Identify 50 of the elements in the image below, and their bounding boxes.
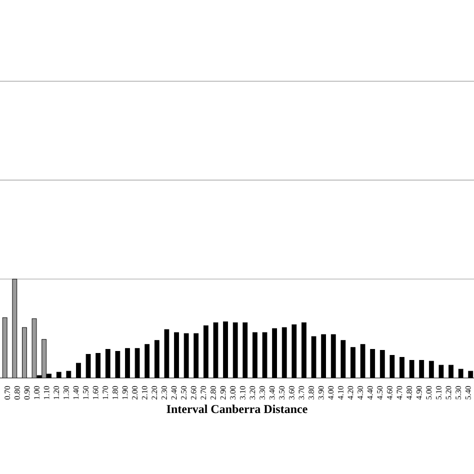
x-tick-label: 2.60	[190, 386, 196, 400]
x-tick-label: 2.00	[132, 386, 138, 400]
x-tick-label: 3.70	[298, 386, 304, 400]
x-tick-label: 5.40	[465, 386, 471, 400]
x-tick-label: 1.90	[122, 386, 128, 400]
x-tick-label: 5.10	[436, 386, 442, 400]
x-tick-label: 5.20	[446, 386, 452, 400]
x-tick-label: 2.10	[142, 386, 148, 400]
x-tick-label: 4.70	[396, 386, 402, 400]
x-tick-label: 3.40	[269, 386, 275, 400]
x-tick-label: 1.30	[63, 386, 69, 400]
x-tick-label: 4.30	[358, 386, 363, 400]
x-tick-label: 1.50	[83, 386, 88, 400]
x-tick-label: 3.50	[279, 386, 285, 400]
x-tick-label: 5.30	[456, 386, 462, 400]
x-tick-label: 3.10	[240, 386, 246, 400]
x-tick-label: 1.60	[92, 386, 98, 400]
x-tick-label: 2.90	[220, 386, 226, 400]
x-tick-label: 1.80	[112, 386, 118, 400]
x-tick-label: 4.10	[338, 386, 344, 400]
x-tick-label: 2.50	[181, 386, 187, 400]
x-tick-label: 3.60	[288, 386, 294, 400]
x-tick-label: 3.00	[230, 386, 236, 400]
x-tick-label: 5.00	[426, 386, 432, 400]
x-tick-label: 4.40	[367, 386, 373, 400]
x-tick-label: 2.30	[161, 386, 167, 400]
x-tick-label: 4.90	[416, 386, 422, 400]
x-tick-label: 3.20	[250, 386, 256, 400]
x-tick-label: 2.40	[171, 386, 177, 400]
x-tick-label: 0.80	[14, 386, 20, 400]
x-tick-label: 0.70	[4, 386, 10, 400]
x-tick-label: 1.10	[44, 386, 50, 400]
x-tick-label: 2.70	[200, 386, 206, 400]
x-tick-label: 2.20	[152, 386, 158, 400]
x-axis-title: Interval Canberra Distance	[166, 404, 308, 414]
x-tick-label: 1.40	[73, 386, 79, 400]
x-tick-label: 4.50	[377, 386, 383, 400]
x-tick-label: 1.20	[54, 386, 60, 400]
x-tick-label: 3.90	[318, 386, 324, 400]
x-tick-label: 2.80	[210, 386, 216, 400]
bar	[42, 339, 47, 378]
x-tick-label: 3.30	[260, 386, 265, 400]
x-tick-label: 4.00	[328, 386, 334, 400]
x-tick-label: 4.20	[348, 386, 354, 400]
x-tick-label: 4.80	[406, 386, 412, 400]
x-tick-label: 0.90	[24, 386, 30, 400]
x-tick-label: 4.60	[386, 386, 392, 400]
x-tick-label: 1.00	[34, 386, 40, 400]
x-tick-label: 3.80	[308, 386, 314, 400]
x-tick-label: 1.70	[102, 386, 108, 400]
